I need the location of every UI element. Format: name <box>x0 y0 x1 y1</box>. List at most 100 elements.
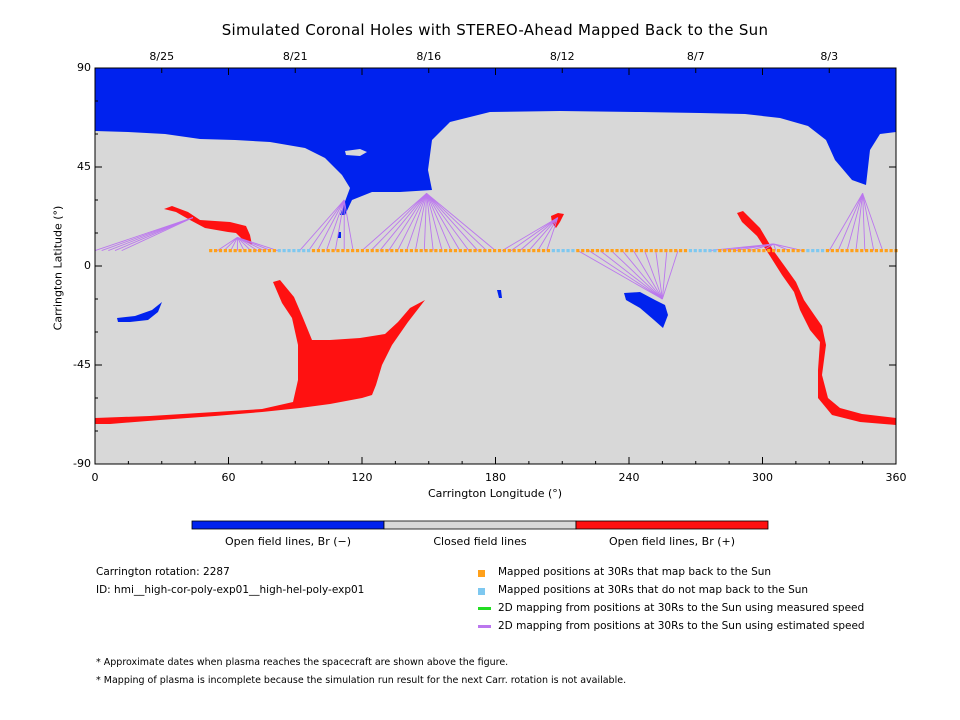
track-point-113 <box>762 249 766 253</box>
small-closed-island <box>345 149 367 156</box>
mapping-line-1-4 <box>236 237 245 251</box>
track-point-107 <box>732 249 737 253</box>
track-point-41 <box>409 249 413 253</box>
track-point-92 <box>659 249 663 253</box>
legend-label-mapped: Mapped positions at 30Rs that map back t… <box>498 566 772 578</box>
mapping-line-3-3 <box>388 193 427 251</box>
mapping-line-3-8 <box>426 193 434 251</box>
track-point-31 <box>360 249 365 253</box>
track-point-106 <box>727 249 732 253</box>
x-tick-label-6: 360 <box>885 471 907 484</box>
mapping-line-2-2 <box>317 199 345 251</box>
track-point-88 <box>639 249 644 253</box>
mapping-line-2-0 <box>299 199 345 251</box>
mapping-line-2-4 <box>334 199 345 251</box>
mapping-line-7-1 <box>837 193 864 251</box>
carrington-rotation: Carrington rotation: 2287 <box>96 566 230 578</box>
mapping-line-7-3 <box>855 193 864 251</box>
track-point-114 <box>767 249 771 253</box>
track-point-6 <box>238 249 242 253</box>
date-label-1: 8/21 <box>282 50 308 63</box>
date-label-0: 8/25 <box>149 50 175 63</box>
track-point-137 <box>879 249 883 253</box>
mapping-line-1-2 <box>230 237 238 251</box>
track-point-38 <box>395 249 399 253</box>
mapping-line-5-3 <box>610 250 663 300</box>
track-point-138 <box>884 249 888 253</box>
track-point-136 <box>874 249 879 253</box>
track-point-72 <box>561 249 565 253</box>
track-point-11 <box>262 249 267 253</box>
track-point-3 <box>223 249 227 253</box>
positive-hole-upper-left <box>164 206 252 245</box>
track-point-123 <box>811 249 815 253</box>
track-point-85 <box>625 249 629 253</box>
positive-hole-right <box>737 211 896 425</box>
track-point-139 <box>889 249 893 253</box>
track-point-15 <box>282 249 286 253</box>
track-point-122 <box>806 249 810 253</box>
track-point-94 <box>669 249 673 253</box>
track-point-125 <box>820 249 825 253</box>
mapping-line-3-0 <box>361 193 427 251</box>
colorbar-label-closed: Closed field lines <box>433 535 527 548</box>
mapping-line-5-4 <box>621 250 663 300</box>
mapping-line-4-5 <box>546 217 559 251</box>
mapping-line-5-5 <box>633 250 663 300</box>
mapping-line-4-4 <box>537 217 559 251</box>
mapping-line-5-9 <box>661 250 679 300</box>
track-point-23 <box>321 249 325 253</box>
mapping-line-3-15 <box>426 193 496 251</box>
track-point-1 <box>213 249 218 253</box>
track-point-62 <box>512 249 516 253</box>
track-point-10 <box>258 249 262 253</box>
track-point-71 <box>556 249 560 253</box>
track-point-4 <box>228 249 232 253</box>
mapping-line-5-8 <box>661 250 668 300</box>
mapping-line-3-6 <box>414 193 427 251</box>
mapping-line-2-6 <box>343 199 354 251</box>
track-point-80 <box>600 249 604 253</box>
track-point-111 <box>752 249 756 253</box>
track-point-83 <box>615 249 619 253</box>
track-point-27 <box>341 249 345 253</box>
mapping-line-6-5 <box>773 243 777 251</box>
mapping-line-3-13 <box>426 193 479 251</box>
coronal-holes <box>95 68 896 425</box>
mapping-line-5-7 <box>655 250 663 300</box>
x-tick-label-2: 120 <box>351 471 373 484</box>
track-point-48 <box>444 249 448 253</box>
track-point-5 <box>233 249 237 253</box>
x-tick-label-0: 0 <box>91 471 99 484</box>
track-point-34 <box>375 249 379 253</box>
track-point-24 <box>326 249 330 253</box>
y-tick-label-4: -90 <box>73 457 91 470</box>
track-point-19 <box>302 249 306 253</box>
track-point-13 <box>272 249 276 253</box>
track-point-117 <box>781 249 786 253</box>
mapping-line-1-0 <box>217 237 238 251</box>
track-point-78 <box>590 249 595 253</box>
track-point-131 <box>850 249 854 253</box>
track-point-50 <box>453 249 458 253</box>
track-point-68 <box>541 249 546 253</box>
track-point-121 <box>801 249 805 253</box>
mapping-line-4-2 <box>519 217 559 251</box>
track-point-30 <box>355 249 360 253</box>
track-point-51 <box>458 249 462 253</box>
track-point-104 <box>718 249 722 253</box>
track-point-29 <box>351 249 355 253</box>
mapping-line-4-3 <box>528 217 559 251</box>
track-point-81 <box>605 249 609 253</box>
mapping-line-7-6 <box>862 193 884 251</box>
track-point-59 <box>497 249 502 253</box>
mapping-line-3-12 <box>426 193 470 251</box>
track-point-40 <box>404 249 409 253</box>
track-point-53 <box>468 249 472 253</box>
track-point-130 <box>845 249 849 253</box>
track-point-99 <box>693 249 697 253</box>
positive-hole-south <box>95 280 425 424</box>
track-point-77 <box>586 249 590 253</box>
track-point-75 <box>576 249 580 253</box>
track-point-58 <box>493 249 497 253</box>
